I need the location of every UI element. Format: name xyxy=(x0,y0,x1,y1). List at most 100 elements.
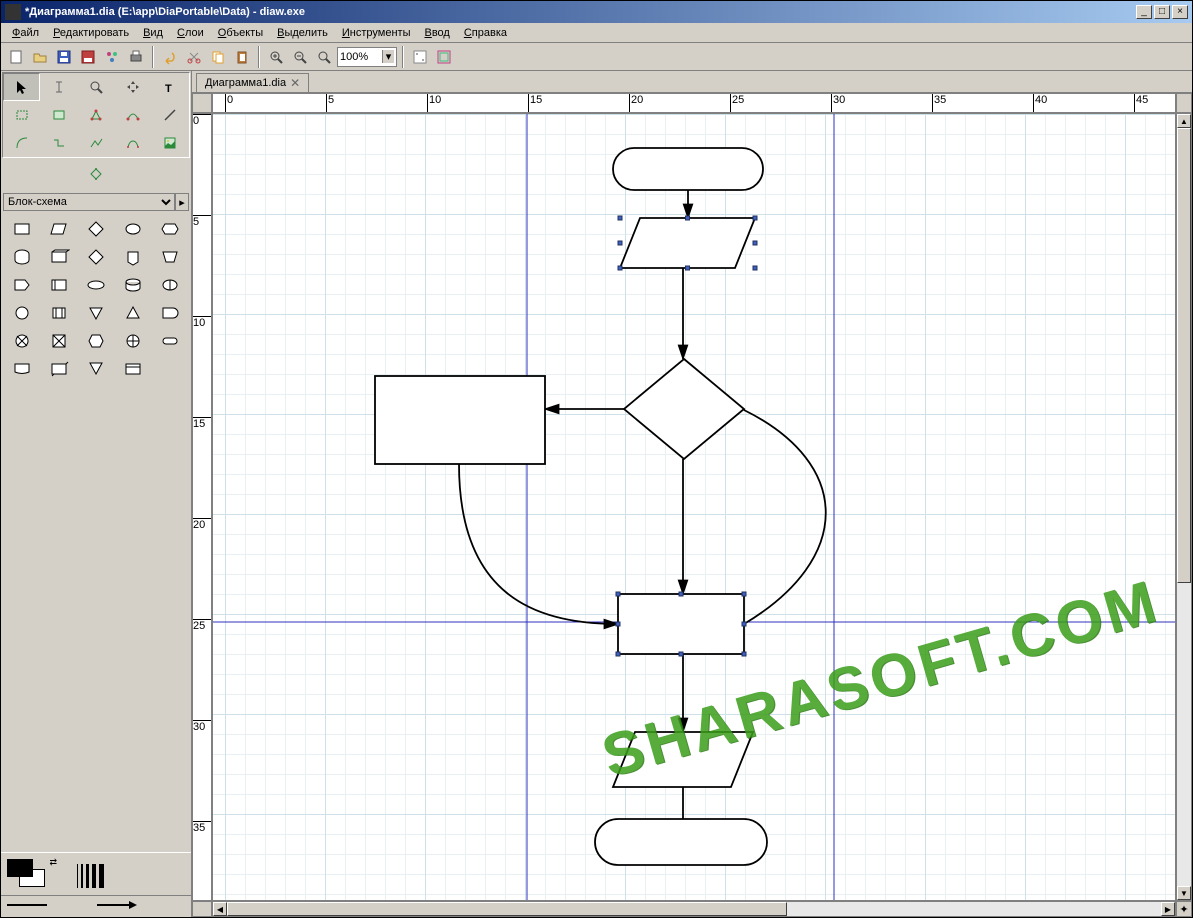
tool-arc[interactable] xyxy=(3,129,40,157)
shape-16[interactable] xyxy=(40,299,77,327)
tool-pointer[interactable] xyxy=(3,73,40,101)
line-style-panel xyxy=(1,895,191,917)
shape-17[interactable] xyxy=(77,299,114,327)
zoom-in-button[interactable] xyxy=(265,46,287,68)
tool-beziergon[interactable] xyxy=(115,101,152,129)
tool-image[interactable] xyxy=(152,129,189,157)
shape-22[interactable] xyxy=(77,327,114,355)
tool-polyline[interactable] xyxy=(77,129,114,157)
menu-tools[interactable]: Инструменты xyxy=(335,25,418,41)
scroll-right-icon[interactable]: ▶ xyxy=(1161,902,1175,916)
menu-layers[interactable]: Слои xyxy=(170,25,211,41)
line-end-style[interactable] xyxy=(97,900,137,913)
shape-0[interactable] xyxy=(3,215,40,243)
minimize-button[interactable]: _ xyxy=(1136,5,1152,19)
shape-21[interactable] xyxy=(40,327,77,355)
shape-4[interactable] xyxy=(152,215,189,243)
tool-bezier[interactable] xyxy=(115,129,152,157)
grid-toggle-button[interactable] xyxy=(409,46,431,68)
tool-scroll[interactable] xyxy=(115,73,152,101)
scrollbar-horizontal[interactable]: ◀ ▶ xyxy=(212,901,1176,917)
shape-28[interactable] xyxy=(115,355,152,383)
shape-6[interactable] xyxy=(40,243,77,271)
tool-ellipse[interactable] xyxy=(40,101,77,129)
document-tab[interactable]: Диаграмма1.dia ✕ xyxy=(196,73,309,92)
linewidth-picker[interactable] xyxy=(77,860,104,888)
maximize-button[interactable]: □ xyxy=(1154,5,1170,19)
shape-11[interactable] xyxy=(40,271,77,299)
scroll-up-icon[interactable]: ▲ xyxy=(1177,114,1191,128)
app-window: *Диаграмма1.dia (E:\app\DiaPortable\Data… xyxy=(0,0,1193,918)
shape-27[interactable] xyxy=(77,355,114,383)
tool-text[interactable]: T xyxy=(152,73,189,101)
ruler-horizontal[interactable]: 051015202530354045 xyxy=(212,93,1176,113)
menu-help[interactable]: Справка xyxy=(457,25,514,41)
swap-colors-icon[interactable]: ⇄ xyxy=(49,857,57,868)
scrollbar-vertical[interactable]: ▲ ▼ xyxy=(1176,113,1192,901)
print-button[interactable] xyxy=(125,46,147,68)
color-swatch[interactable]: ⇄ xyxy=(7,859,47,889)
shape-23[interactable] xyxy=(115,327,152,355)
shape-10[interactable] xyxy=(3,271,40,299)
menu-objects[interactable]: Объекты xyxy=(211,25,270,41)
tool-zoom[interactable] xyxy=(77,73,114,101)
shape-1[interactable] xyxy=(40,215,77,243)
export-button[interactable] xyxy=(101,46,123,68)
undo-button[interactable] xyxy=(159,46,181,68)
tool-outline[interactable] xyxy=(78,162,114,186)
shape-category-select[interactable]: Блок-схема xyxy=(3,193,175,211)
shape-19[interactable] xyxy=(152,299,189,327)
shape-8[interactable] xyxy=(115,243,152,271)
shape-3[interactable] xyxy=(115,215,152,243)
tab-close-icon[interactable]: ✕ xyxy=(290,76,300,90)
close-button[interactable]: × xyxy=(1172,5,1188,19)
snap-toggle-button[interactable] xyxy=(433,46,455,68)
shape-2[interactable] xyxy=(77,215,114,243)
menu-edit[interactable]: Редактировать xyxy=(46,25,136,41)
foreground-color-swatch[interactable] xyxy=(7,859,33,877)
shape-category-dropdown-icon[interactable]: ▸ xyxy=(175,193,189,211)
shape-9[interactable] xyxy=(152,243,189,271)
shape-18[interactable] xyxy=(115,299,152,327)
tool-polygon[interactable] xyxy=(77,101,114,129)
menu-select[interactable]: Выделить xyxy=(270,25,335,41)
save-button[interactable] xyxy=(53,46,75,68)
line-start-style[interactable] xyxy=(7,900,47,913)
diagram-svg xyxy=(213,114,1175,900)
tab-label: Диаграмма1.dia xyxy=(205,77,286,89)
menu-file[interactable]: Файл xyxy=(5,25,46,41)
scroll-down-icon[interactable]: ▼ xyxy=(1177,886,1191,900)
shape-25[interactable] xyxy=(3,355,40,383)
paste-button[interactable] xyxy=(231,46,253,68)
ruler-vertical[interactable]: 05101520253035 xyxy=(192,113,212,901)
shape-15[interactable] xyxy=(3,299,40,327)
menu-view[interactable]: Вид xyxy=(136,25,170,41)
nav-button[interactable]: ✦ xyxy=(1176,901,1192,917)
shape-5[interactable] xyxy=(3,243,40,271)
open-button[interactable] xyxy=(29,46,51,68)
corner-bl xyxy=(192,901,212,917)
shape-7[interactable] xyxy=(77,243,114,271)
save-as-button[interactable] xyxy=(77,46,99,68)
zoom-fit-button[interactable] xyxy=(313,46,335,68)
shape-12[interactable] xyxy=(77,271,114,299)
zoom-combo[interactable]: 100%▾ xyxy=(337,47,397,67)
new-button[interactable] xyxy=(5,46,27,68)
copy-button[interactable] xyxy=(207,46,229,68)
shape-26[interactable] xyxy=(40,355,77,383)
tool-zigzag[interactable] xyxy=(40,129,77,157)
scroll-left-icon[interactable]: ◀ xyxy=(213,902,227,916)
main-toolbar: 100%▾ xyxy=(1,43,1192,71)
canvas[interactable]: SHARASOFT.COM xyxy=(212,113,1176,901)
shape-24[interactable] xyxy=(152,327,189,355)
zoom-out-button[interactable] xyxy=(289,46,311,68)
shape-13[interactable] xyxy=(115,271,152,299)
shape-20[interactable] xyxy=(3,327,40,355)
tool-row-extra xyxy=(1,159,191,189)
tool-text-edit[interactable] xyxy=(40,73,77,101)
menu-input[interactable]: Ввод xyxy=(417,25,456,41)
tool-line[interactable] xyxy=(152,101,189,129)
cut-button[interactable] xyxy=(183,46,205,68)
tool-box[interactable] xyxy=(3,101,40,129)
shape-14[interactable] xyxy=(152,271,189,299)
